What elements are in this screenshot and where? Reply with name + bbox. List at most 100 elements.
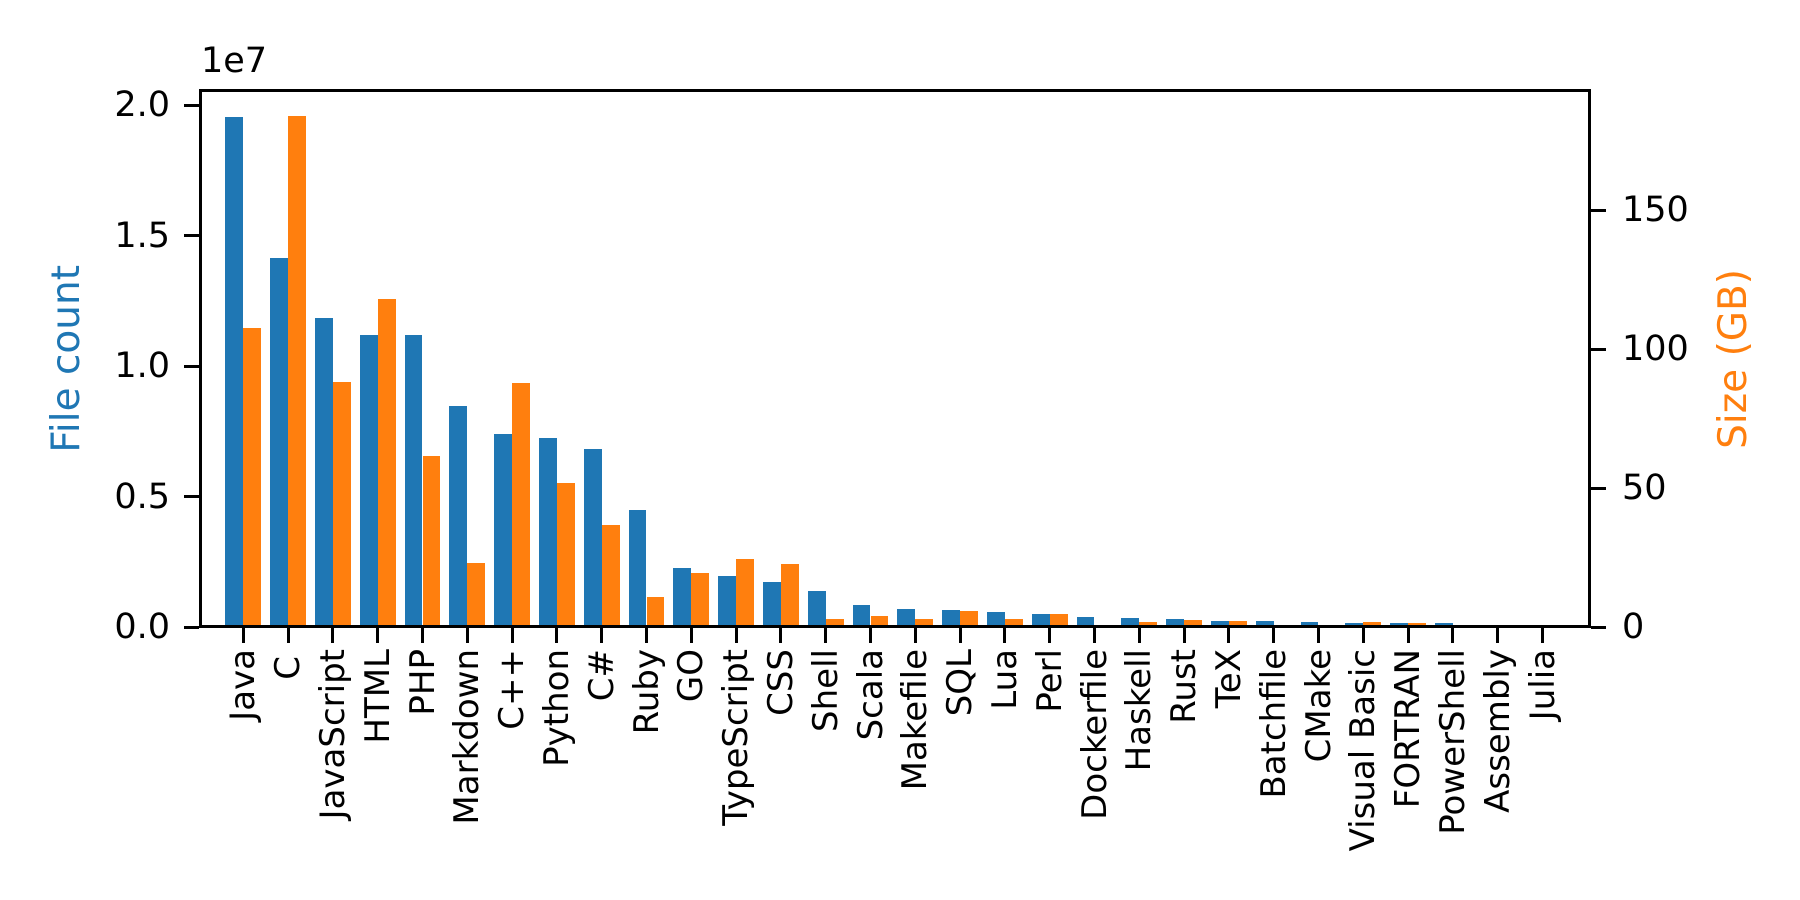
x-tick-mark-haskell <box>1137 628 1141 643</box>
x-tick-mark-c <box>286 628 290 643</box>
x-tick-label-java: Java <box>223 649 263 730</box>
x-tick-label-shell: Shell <box>805 649 846 741</box>
x-tick-mark-rust <box>1182 628 1186 643</box>
x-tick-label-ruby: Ruby <box>627 649 667 743</box>
y-tick-mark-left-1.5 <box>184 234 199 237</box>
x-tick-mark-tex <box>1227 628 1231 643</box>
file-count-bar-html <box>359 335 378 627</box>
y-tick-label-left-1.5: 1.5 <box>114 215 170 256</box>
y-tick-label-left-1.0: 1.0 <box>114 346 170 386</box>
file-count-bar-ruby <box>628 510 647 627</box>
x-tick-label-text-scala: Scala <box>850 649 891 741</box>
y-tick-mark-left-0.5 <box>184 495 199 498</box>
y-tick-mark-right-100 <box>1591 347 1606 351</box>
x-tick-label-text-c: C <box>268 656 309 680</box>
file-count-bar-lua <box>987 611 1005 627</box>
file-count-bar-go <box>673 567 692 627</box>
x-tick-label-typescript: TypeScript <box>716 649 756 835</box>
file-count-bar-assembly <box>1479 624 1498 627</box>
x-tick-label-sql: SQL <box>940 649 981 725</box>
size-bar-fortran <box>1408 622 1426 627</box>
x-tick-mark-sql <box>958 628 962 643</box>
x-tick-label-javascript: JavaScript <box>313 649 353 828</box>
y-tick-label-right-50: 50 <box>1622 468 1667 509</box>
x-tick-label-text-assembly: Assembly <box>1477 649 1518 813</box>
x-tick-label-text-makefile: Makefile <box>895 649 936 791</box>
y-tick-mark-left-0.0 <box>184 625 199 629</box>
x-tick-label-batchfile: Batchfile <box>1254 649 1294 808</box>
size-bar-visual-basic <box>1363 621 1382 627</box>
x-tick-mark-css <box>779 628 783 643</box>
x-tick-label-tex: TeX <box>1208 649 1249 717</box>
x-tick-label-php: PHP <box>403 649 443 725</box>
x-tick-label-text-markdown: Markdown <box>447 649 488 825</box>
file-count-bar-css <box>763 581 781 627</box>
size-bar-css <box>780 563 799 627</box>
size-bar-tex <box>1228 620 1247 627</box>
x-tick-label-text-visual-basic: Visual Basic <box>1343 649 1384 852</box>
file-count-bar-java <box>225 116 244 627</box>
size-bar-makefile <box>915 618 934 627</box>
x-tick-mark-html <box>376 628 380 643</box>
size-bar-php <box>422 456 441 627</box>
x-tick-mark-lua <box>1003 628 1007 643</box>
size-bar-markdown <box>467 562 486 627</box>
x-tick-mark-markdown <box>465 628 469 643</box>
x-tick-label-visual-basic: Visual Basic <box>1343 649 1384 860</box>
y-tick-label-left-2.0: 2.0 <box>114 85 170 125</box>
x-tick-label-markdown: Markdown <box>447 649 488 834</box>
y-tick-mark-left-2.0 <box>184 103 199 107</box>
x-tick-mark-makefile <box>913 628 917 643</box>
size-bar-julia <box>1542 626 1561 627</box>
size-bar-assembly <box>1497 624 1516 627</box>
x-tick-label-text-sql: SQL <box>940 649 981 717</box>
x-tick-label-text-css: CSS <box>760 649 801 716</box>
y-tick-label-left-0.0: 0.0 <box>114 607 170 647</box>
x-tick-label-text-perl: Perl <box>1029 649 1070 713</box>
x-tick-label-text-shell: Shell <box>805 649 846 732</box>
file-count-bar-perl <box>1031 614 1050 627</box>
y-tick-mark-left-1.0 <box>184 364 199 368</box>
size-bar-dockerfile <box>1094 625 1113 627</box>
x-tick-label-dockerfile: Dockerfile <box>1074 649 1115 829</box>
x-tick-mark-powershell <box>1451 628 1455 643</box>
file-count-bar-dockerfile <box>1076 617 1095 627</box>
y-tick-label-left-0.5: 0.5 <box>114 476 170 517</box>
x-tick-label-c: C <box>268 649 309 689</box>
x-tick-mark-php <box>421 628 424 643</box>
x-tick-mark-dockerfile <box>1093 628 1096 643</box>
x-tick-mark-python <box>555 628 559 643</box>
left-axis-offset-text: 1e7 <box>201 41 268 81</box>
x-tick-mark-fortran <box>1406 628 1410 643</box>
x-tick-label-cplusplus: C++ <box>492 649 532 739</box>
file-count-bar-powershell <box>1435 623 1453 627</box>
x-tick-label-text-cmake: CMake <box>1298 649 1339 763</box>
x-tick-label-text-dockerfile: Dockerfile <box>1074 649 1115 820</box>
x-tick-label-csharp: C# <box>582 649 622 710</box>
y-tick-mark-right-150 <box>1591 208 1606 212</box>
x-tick-mark-javascript <box>331 628 335 643</box>
size-bar-batchfile <box>1273 625 1292 627</box>
file-count-bar-rust <box>1166 618 1185 627</box>
x-tick-mark-perl <box>1048 628 1052 643</box>
x-tick-label-lua: Lua <box>985 649 1025 719</box>
size-bar-html <box>377 298 396 627</box>
file-count-bar-cplusplus <box>494 434 513 627</box>
y-axis-right-label: Size (GB) <box>1710 268 1756 449</box>
file-count-bar-python <box>539 438 557 627</box>
x-tick-label-fortran: FORTRAN <box>1388 649 1428 817</box>
size-bar-cplusplus <box>512 383 530 627</box>
file-count-bar-batchfile <box>1255 620 1274 627</box>
x-tick-label-text-tex: TeX <box>1208 649 1249 709</box>
x-tick-mark-ruby <box>645 628 648 643</box>
file-count-bar-c <box>270 258 289 627</box>
size-bar-shell <box>825 618 844 627</box>
size-bar-haskell <box>1139 621 1158 627</box>
plot-area <box>200 90 1590 627</box>
file-count-bar-markdown <box>449 406 468 627</box>
file-count-bar-visual-basic <box>1345 622 1364 627</box>
x-tick-label-perl: Perl <box>1029 649 1070 722</box>
x-tick-mark-csharp <box>600 628 604 643</box>
x-tick-label-python: Python <box>537 649 577 776</box>
x-tick-mark-visual-basic <box>1361 628 1365 643</box>
